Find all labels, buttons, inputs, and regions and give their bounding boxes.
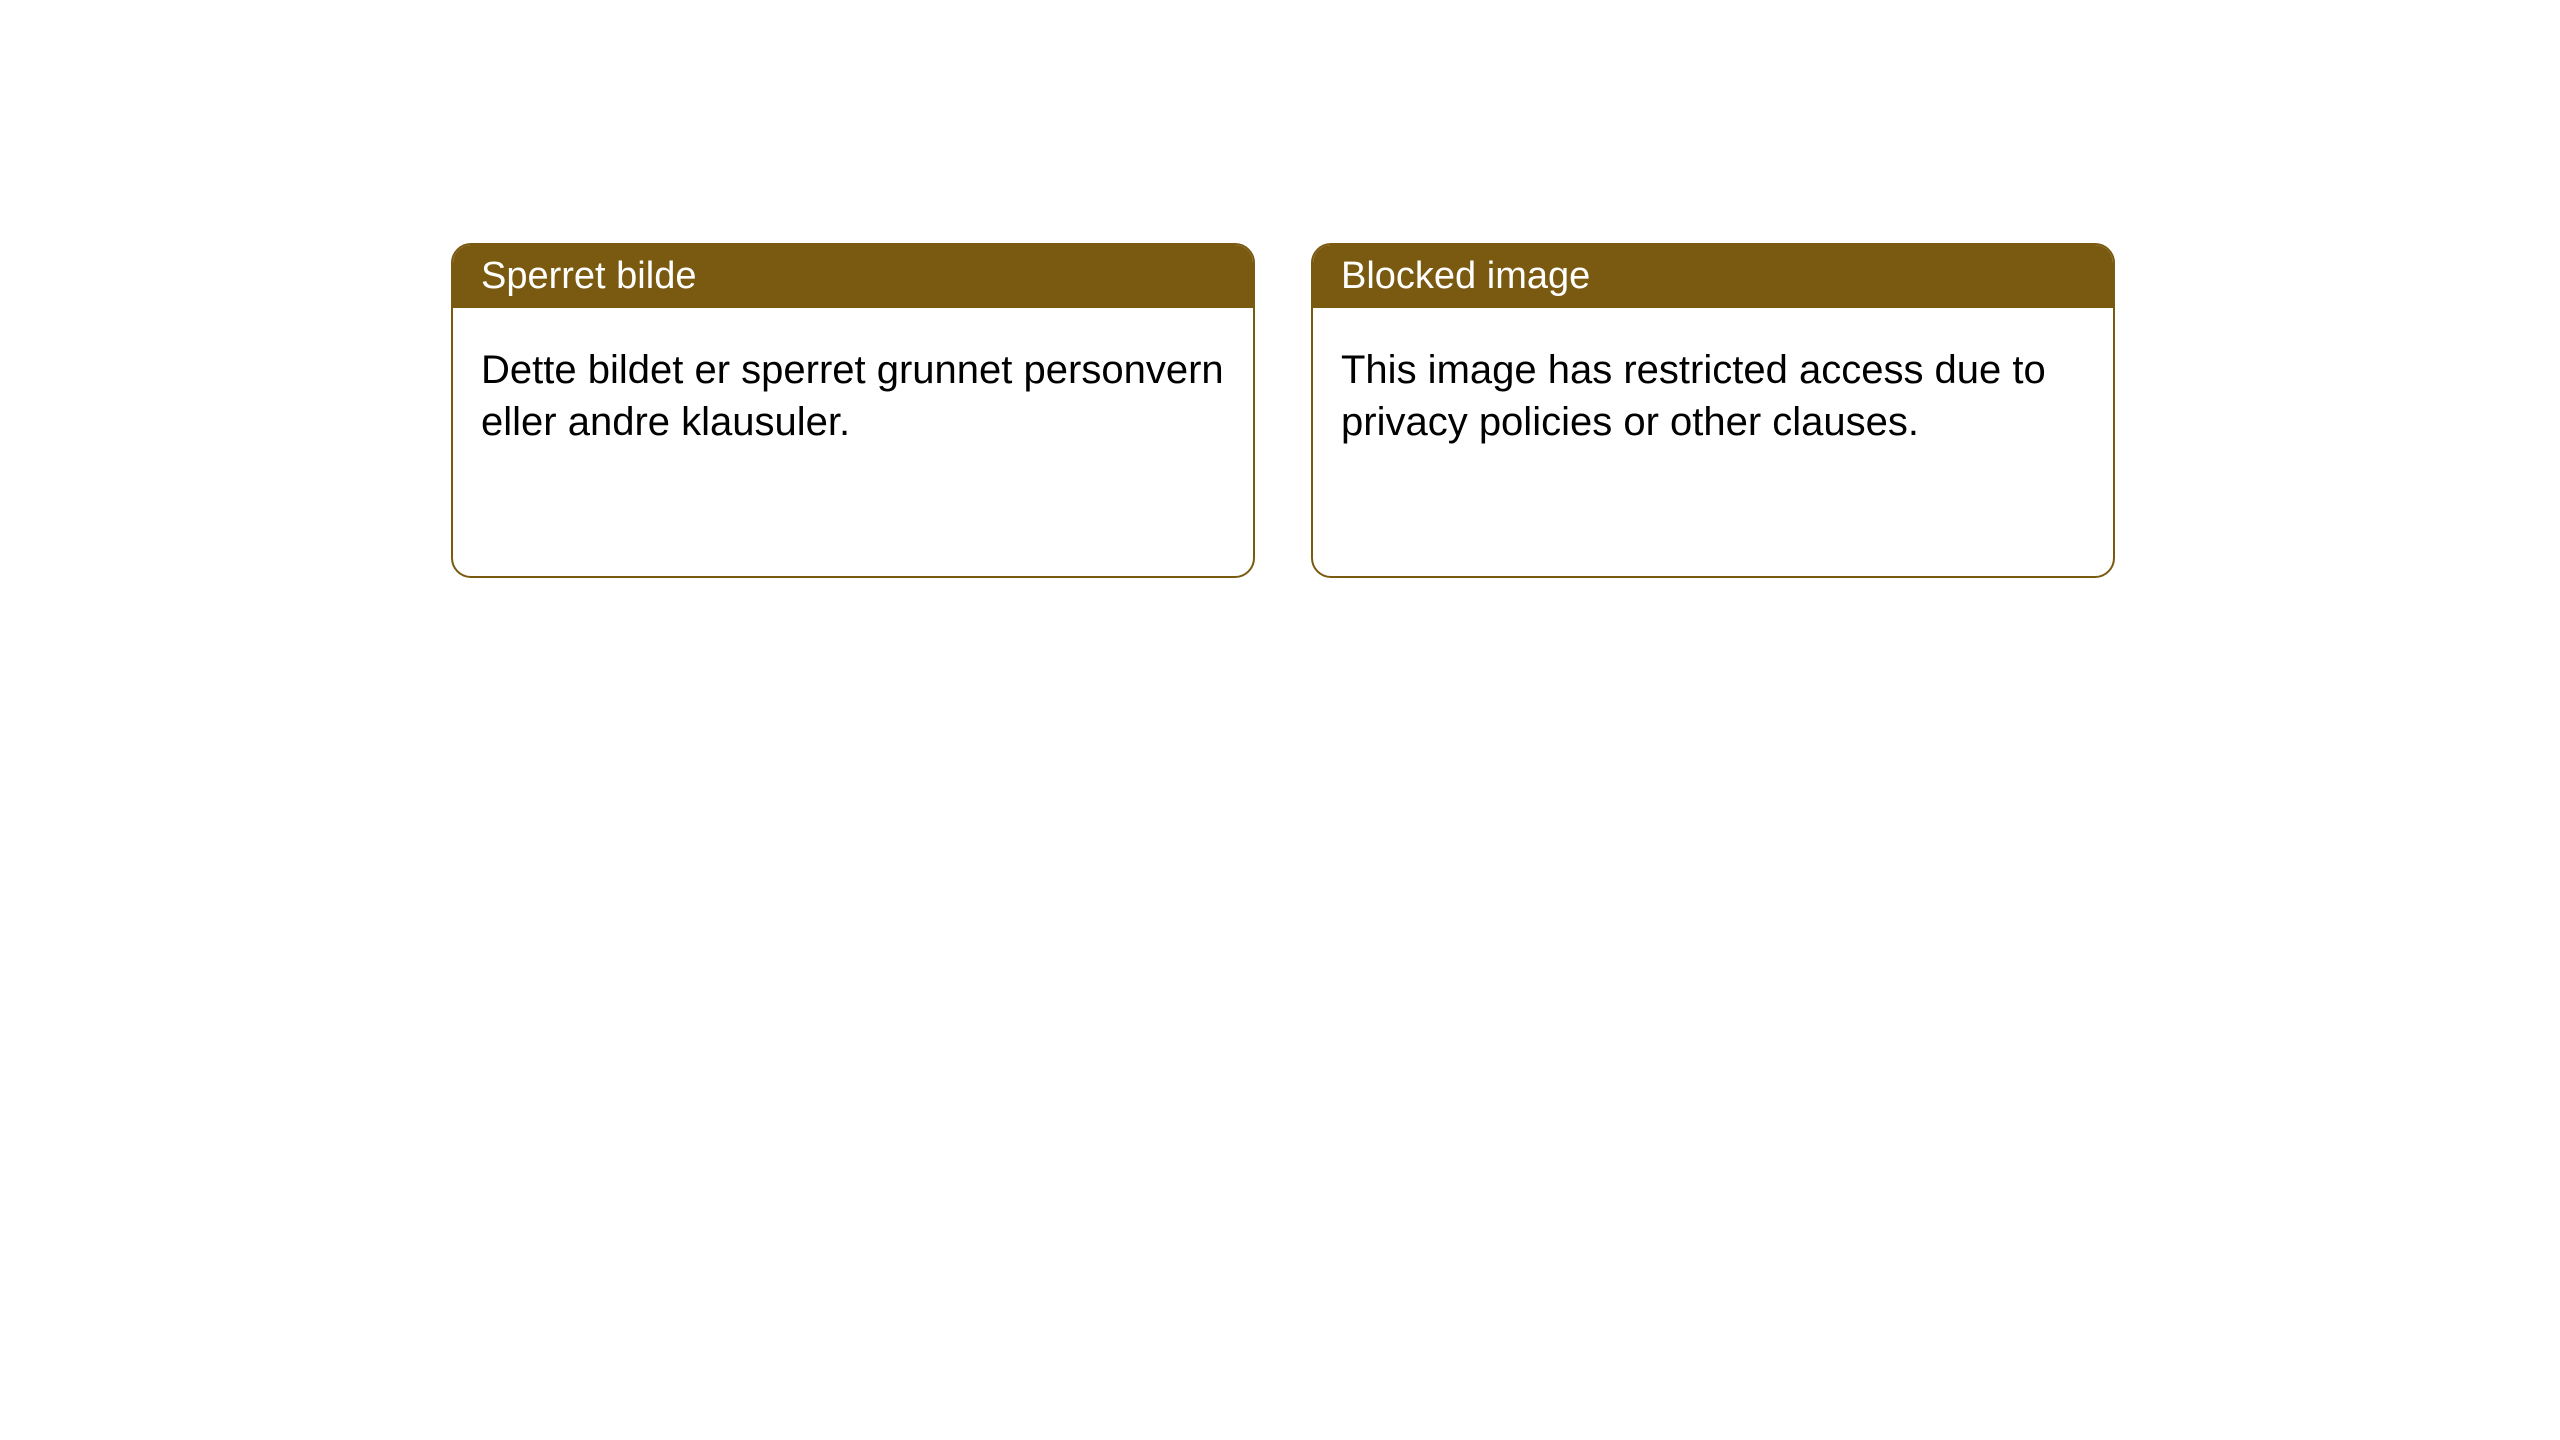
- notice-body-text: This image has restricted access due to …: [1341, 348, 2046, 444]
- notice-body-text: Dette bildet er sperret grunnet personve…: [481, 348, 1224, 444]
- notice-container: Sperret bilde Dette bildet er sperret gr…: [0, 0, 2560, 578]
- notice-card-header: Sperret bilde: [453, 245, 1253, 308]
- notice-title: Sperret bilde: [481, 255, 696, 297]
- notice-card-english: Blocked image This image has restricted …: [1311, 243, 2115, 578]
- notice-card-body: Dette bildet er sperret grunnet personve…: [453, 308, 1253, 484]
- notice-card-norwegian: Sperret bilde Dette bildet er sperret gr…: [451, 243, 1255, 578]
- notice-title: Blocked image: [1341, 255, 1590, 297]
- notice-card-body: This image has restricted access due to …: [1313, 308, 2113, 484]
- notice-card-header: Blocked image: [1313, 245, 2113, 308]
